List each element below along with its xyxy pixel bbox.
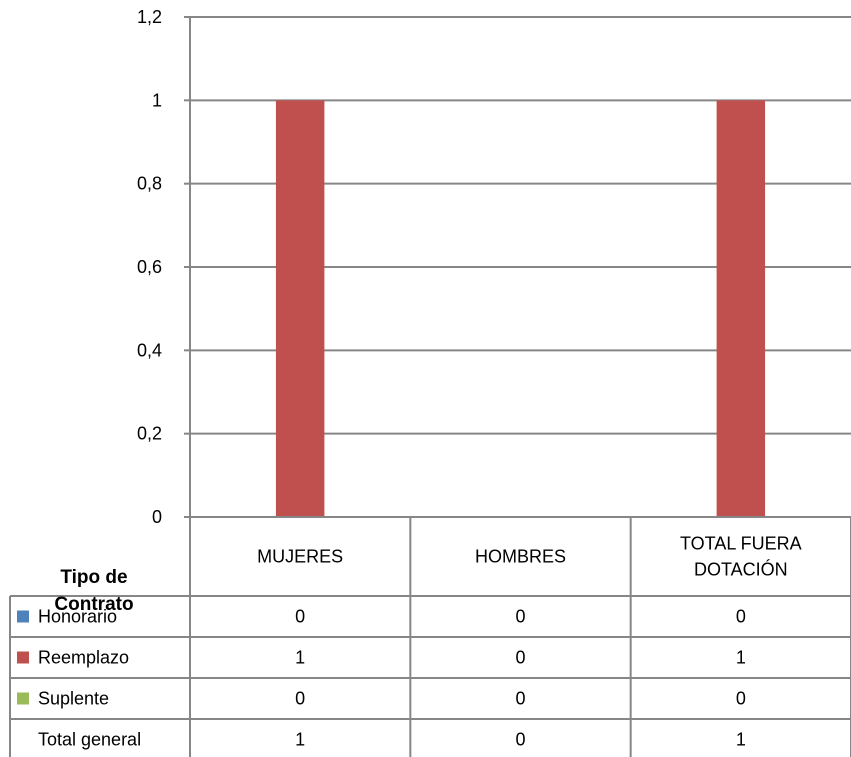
- data-table-cell: 0: [515, 648, 525, 668]
- legend-key-suplente: [17, 693, 29, 705]
- category-label: HOMBRES: [475, 547, 566, 567]
- y-tick-label: 1,2: [137, 7, 162, 27]
- y-tick-label: 0,4: [137, 340, 162, 360]
- data-table-cell: 0: [295, 607, 305, 627]
- data-table-cell: 1: [295, 648, 305, 668]
- legend-key-reemplazo: [17, 652, 29, 664]
- bar-reemplazo-3: [717, 100, 765, 517]
- total-row-label: Total general: [38, 730, 141, 750]
- category-label: MUJERES: [257, 547, 343, 567]
- data-table-cell: 0: [736, 607, 746, 627]
- y-tick-label: 1: [152, 90, 162, 110]
- data-table-cell: 0: [736, 689, 746, 709]
- row-header-label: Tipo de: [60, 567, 127, 588]
- y-tick-label: 0,2: [137, 424, 162, 444]
- category-label: TOTAL FUERA: [680, 534, 802, 554]
- data-table-cell: 0: [515, 607, 525, 627]
- data-table-cell: 0: [295, 689, 305, 709]
- series-label: Honorario: [38, 607, 117, 627]
- data-table-cell: 1: [295, 730, 305, 750]
- data-table-cell: 0: [515, 689, 525, 709]
- data-table-cell: 0: [515, 730, 525, 750]
- y-tick-label: 0,6: [137, 257, 162, 277]
- data-table-cell: 1: [736, 730, 746, 750]
- bar-reemplazo-1: [276, 100, 324, 517]
- series-label: Reemplazo: [38, 648, 129, 668]
- y-tick-label: 0: [152, 507, 162, 527]
- series-label: Suplente: [38, 689, 109, 709]
- category-label: DOTACIÓN: [694, 559, 788, 580]
- legend-key-honorario: [17, 611, 29, 623]
- data-table-cell: 1: [736, 648, 746, 668]
- y-tick-label: 0,8: [137, 174, 162, 194]
